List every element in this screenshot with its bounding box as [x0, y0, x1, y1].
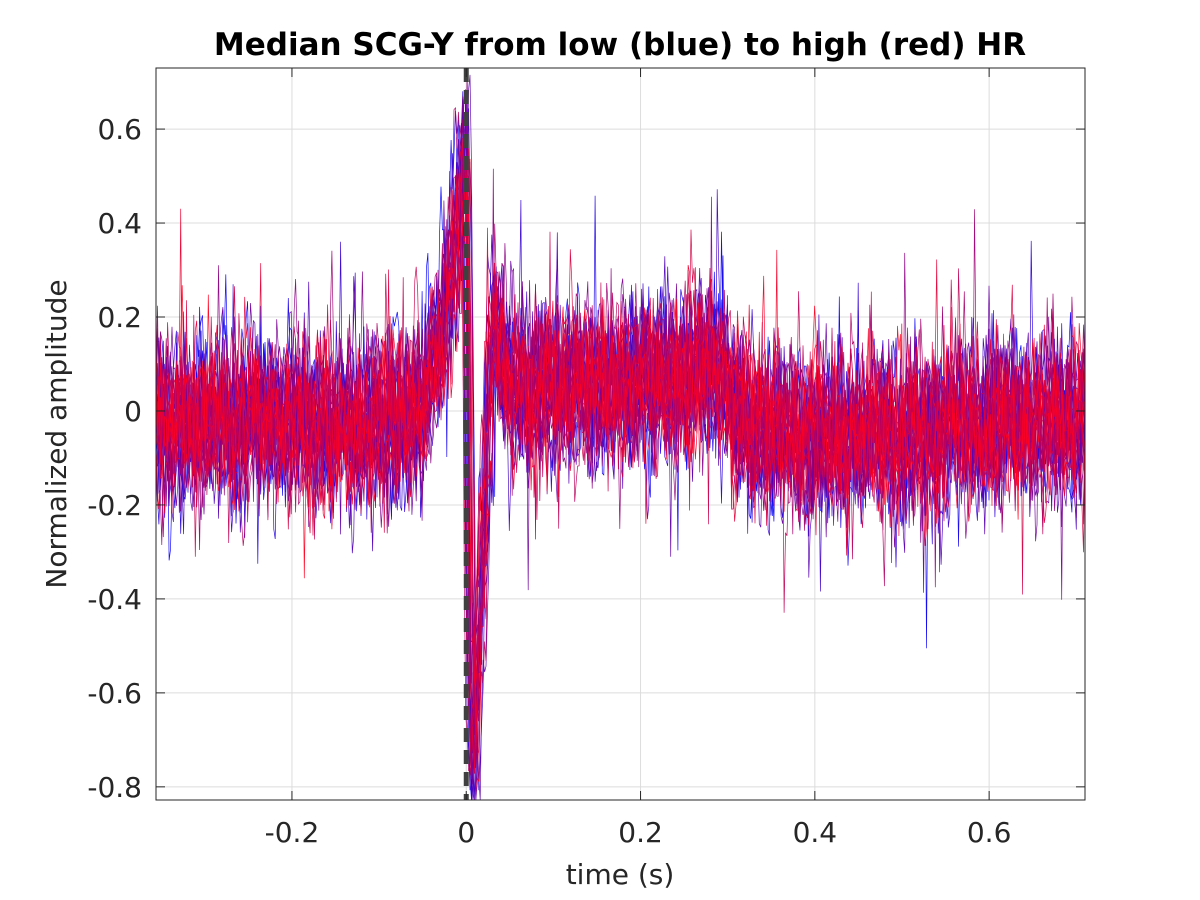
scg-trace — [155, 145, 1086, 770]
y-tick-label: -0.2 — [87, 489, 142, 522]
y-tick-label: -0.8 — [87, 771, 142, 804]
x-tick-label: 0 — [457, 816, 475, 849]
y-tick-label: 0.6 — [97, 113, 142, 146]
x-tick-labels: -0.2 0 0.2 0.4 0.6 — [265, 816, 1012, 849]
x-axis-label: time (s) — [566, 858, 675, 891]
y-tick-label: -0.4 — [87, 583, 142, 616]
y-tick-label: 0.4 — [97, 207, 142, 240]
traces — [155, 67, 1086, 801]
y-axis-label: Normalized amplitude — [40, 279, 73, 588]
y-tick-label: -0.6 — [87, 677, 142, 710]
chart-title: Median SCG-Y from low (blue) to high (re… — [214, 27, 1026, 63]
axes-box — [155, 67, 1086, 801]
y-tick-labels: -0.8 -0.6 -0.4 -0.2 0 0.2 0.4 0.6 — [87, 113, 142, 804]
x-tick-label: -0.2 — [265, 816, 320, 849]
x-tick-label: 0.4 — [793, 816, 838, 849]
y-tick-label: 0 — [124, 395, 142, 428]
ticks — [156, 68, 1085, 800]
scg-trace — [155, 137, 1086, 688]
x-tick-label: 0.6 — [967, 816, 1012, 849]
x-tick-label: 0.2 — [618, 816, 663, 849]
y-tick-label: 0.2 — [97, 301, 142, 334]
scg-trace — [155, 183, 1086, 731]
scg-trace — [155, 158, 1086, 782]
